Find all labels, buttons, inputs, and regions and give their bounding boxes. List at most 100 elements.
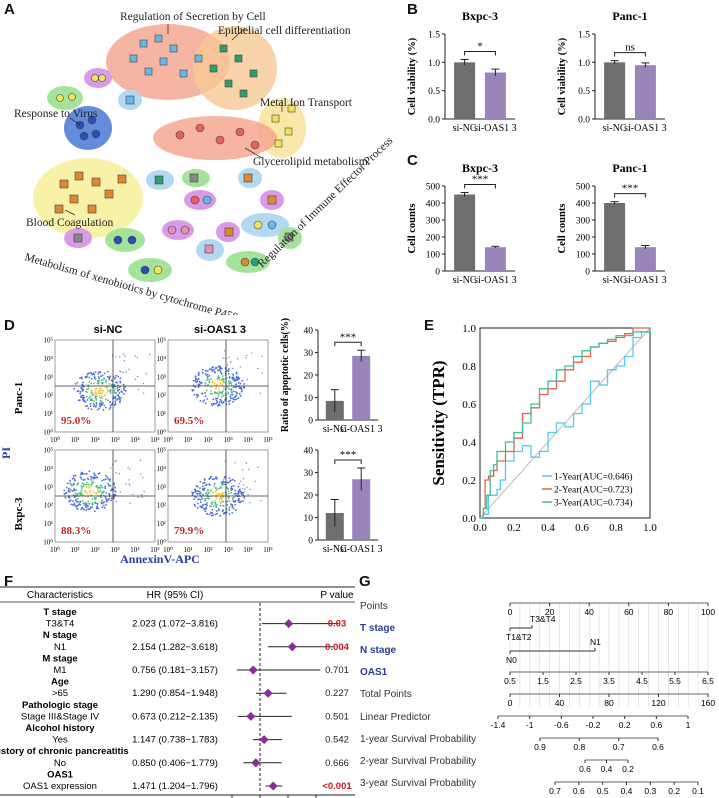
significance-bracket bbox=[464, 183, 496, 189]
flow-event bbox=[198, 380, 201, 383]
flow-event bbox=[224, 378, 226, 381]
flow-event bbox=[122, 371, 124, 374]
flow-event bbox=[91, 399, 94, 402]
flow-event bbox=[228, 500, 231, 503]
flow-event bbox=[88, 487, 91, 489]
forest-header: HR (95% CI) bbox=[147, 590, 204, 601]
flow-event bbox=[64, 492, 67, 495]
flow-event bbox=[237, 490, 240, 493]
flow-event bbox=[87, 483, 90, 486]
flow-event bbox=[202, 503, 205, 506]
flow-event bbox=[234, 398, 236, 401]
flow-row-bottom: Bxpc-3 bbox=[13, 497, 25, 531]
flow-event bbox=[198, 383, 201, 386]
legend-entry: 2-Year(AUC=0.723) bbox=[554, 485, 633, 496]
x-tick-label: si-OAS1 3 bbox=[624, 123, 667, 134]
flow-y-tick: 10⁰ bbox=[156, 539, 166, 547]
flow-event bbox=[213, 371, 216, 374]
flow-event bbox=[232, 507, 235, 510]
y-axis-label: Sensitivity (TPR) bbox=[429, 360, 448, 485]
flow-event bbox=[202, 400, 205, 403]
flow-event bbox=[217, 394, 220, 397]
flow-event bbox=[213, 485, 216, 488]
flow-event bbox=[200, 382, 203, 384]
flow-event bbox=[218, 390, 221, 393]
flow-event bbox=[247, 494, 249, 496]
flow-y-tick: 10⁰ bbox=[156, 429, 166, 437]
flow-event bbox=[80, 508, 83, 511]
y-tick-label: 200 bbox=[426, 234, 441, 244]
flow-x-tick: 10³ bbox=[110, 436, 119, 444]
flow-event bbox=[124, 355, 126, 357]
forest-pvalue: 0.227 bbox=[325, 688, 349, 699]
flow-event bbox=[242, 500, 244, 503]
flow-col-nc: si-NC bbox=[94, 324, 123, 336]
flow-event bbox=[123, 360, 126, 362]
flow-event bbox=[101, 486, 104, 489]
chart-title: Bxpc-3 bbox=[462, 9, 498, 23]
nomogram-tick-label: 0.7 bbox=[549, 786, 561, 796]
flow-event bbox=[65, 486, 68, 489]
y-tick-label: 500 bbox=[426, 183, 441, 193]
hr-point bbox=[268, 781, 278, 791]
flow-event bbox=[216, 488, 219, 491]
flow-event bbox=[74, 382, 77, 385]
bar bbox=[352, 479, 371, 540]
flow-event bbox=[79, 493, 82, 496]
flow-event bbox=[209, 368, 212, 371]
flow-event bbox=[234, 396, 237, 398]
flow-event bbox=[89, 371, 92, 374]
panel-letter-a: A bbox=[4, 1, 15, 18]
flow-event bbox=[229, 480, 231, 483]
nomogram-tick-label: 5.5 bbox=[669, 676, 681, 686]
flow-event bbox=[88, 508, 91, 511]
flow-event bbox=[105, 500, 108, 503]
flow-event bbox=[118, 391, 121, 394]
flow-event bbox=[137, 496, 139, 498]
flow-event bbox=[222, 380, 225, 383]
flow-event bbox=[242, 488, 244, 490]
x-tick-label: 0.6 bbox=[575, 522, 589, 534]
flow-event bbox=[193, 498, 195, 501]
flow-event bbox=[82, 483, 85, 486]
flow-event bbox=[222, 509, 225, 511]
flow-event bbox=[71, 504, 74, 506]
bar bbox=[352, 355, 371, 420]
flow-event bbox=[99, 496, 102, 499]
label-virus: Response to Virus bbox=[14, 108, 98, 120]
hr-point bbox=[251, 758, 261, 768]
flow-event bbox=[76, 381, 79, 384]
flow-event bbox=[203, 481, 206, 484]
hr-point bbox=[263, 688, 273, 698]
label-secretion: Regulation of Secretion by Cell bbox=[120, 11, 266, 23]
flow-event bbox=[98, 389, 101, 392]
quadrant-percent: 79.9% bbox=[174, 525, 204, 537]
flow-event bbox=[97, 372, 100, 375]
flow-event bbox=[218, 487, 221, 490]
flow-event bbox=[212, 398, 215, 401]
flow-event bbox=[221, 395, 223, 398]
flow-event bbox=[238, 377, 241, 380]
flow-event bbox=[194, 375, 197, 378]
flow-event bbox=[221, 500, 224, 502]
flow-event bbox=[217, 375, 220, 377]
label-blood: Blood Coagulation bbox=[26, 217, 113, 229]
flow-event bbox=[211, 381, 214, 384]
flow-event bbox=[230, 487, 232, 490]
forest-hr: 0.673 (0.212−2.135) bbox=[132, 711, 218, 722]
flow-event bbox=[229, 399, 231, 402]
flow-event bbox=[93, 400, 96, 402]
flow-event bbox=[223, 483, 225, 486]
flow-x-tick: 10⁵ bbox=[263, 546, 273, 554]
y-tick-label: 0.8 bbox=[462, 361, 476, 373]
x-tick-label: si-NC bbox=[453, 123, 477, 134]
flow-event bbox=[92, 405, 95, 408]
flow-event bbox=[70, 503, 72, 506]
forest-hr: 1.471 (1.204−1.796) bbox=[132, 781, 218, 792]
flow-y-tick: 10⁵ bbox=[44, 337, 54, 345]
flow-event bbox=[206, 512, 209, 515]
flow-x-tick: 10⁰ bbox=[50, 546, 60, 554]
flow-event bbox=[93, 501, 96, 504]
flow-event bbox=[196, 502, 199, 505]
